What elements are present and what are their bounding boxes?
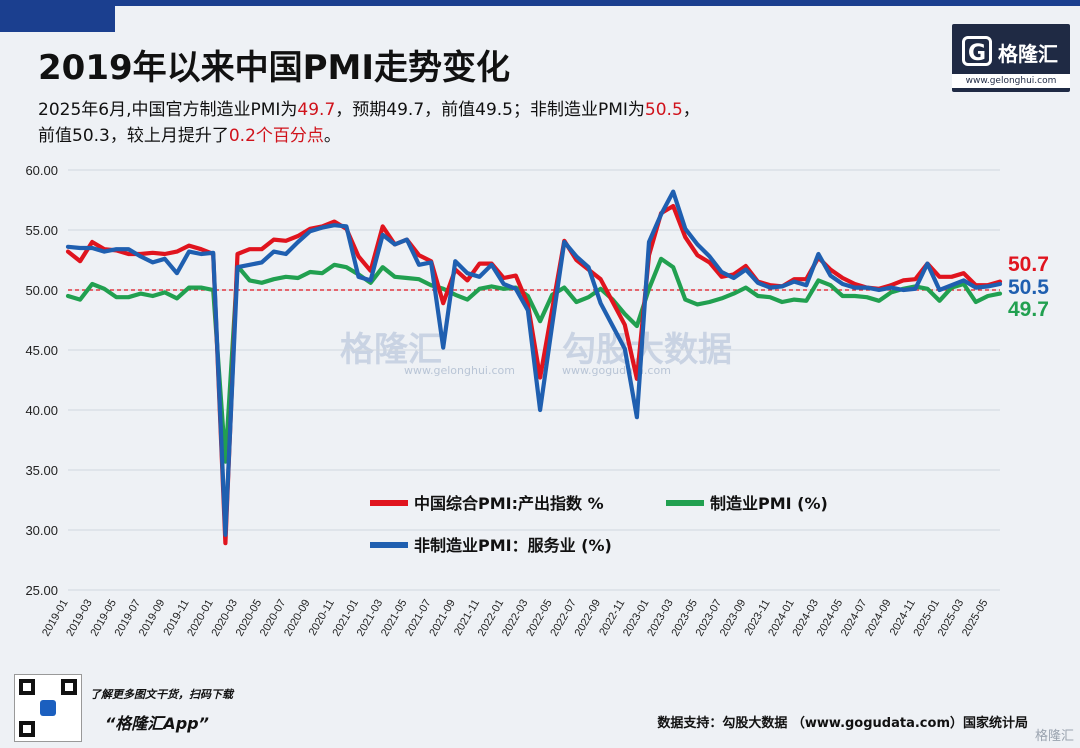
y-tick-label: 25.00 [25,583,58,598]
legend-label-composite: 中国综合PMI:产出指数 % [414,494,604,513]
subtitle-line-1: 2025年6月,中国官方制造业PMI为49.7，预期49.7，前值49.5；非制… [38,97,998,123]
chart-grid [68,169,1000,591]
y-tick-label: 45.00 [25,343,58,358]
logo-g-icon: G [962,36,992,66]
qr-finder-bl [19,721,35,737]
y-tick-label: 50.00 [25,283,58,298]
subtitle: 2025年6月,中国官方制造业PMI为49.7，预期49.7，前值49.5；非制… [38,97,998,149]
top-accent-bar [0,0,1080,32]
y-tick-label: 30.00 [25,523,58,538]
footer-app-name: “格隆汇App” [105,714,209,733]
corner-watermark: 格隆汇 [1034,729,1074,744]
footer-note: 了解更多图文干货，扫码下载 [90,688,233,701]
chart-legend: 中国综合PMI:产出指数 % 制造业PMI (%) 非制造业PMI：服务业 (%) [370,494,828,555]
qr-finder-tl [19,679,35,695]
y-axis: 60.00 55.00 50.00 45.00 40.00 35.00 30.00 25.00 [25,163,58,598]
subtitle-line-2-part: 0.2个百分点 [228,126,324,146]
subtitle-line-1-part: 50.5 [644,100,683,120]
subtitle-line-2-part: 。 [323,126,341,146]
subtitle-line-1-part: ， [682,100,700,120]
chart-lines [65,189,1003,546]
legend-label-nonmanufacturing: 非制造业PMI：服务业 (%) [414,536,612,555]
end-label-composite: 50.7 [1008,253,1049,276]
y-tick-label: 60.00 [25,163,58,178]
page-title: 2019年以来中国PMI走势变化 [38,48,511,88]
y-tick-label: 40.00 [25,403,58,418]
logo-url: www.gelonghui.com [952,74,1070,88]
subtitle-line-1-part: 49.7 [297,100,336,120]
qr-logo-icon [40,700,56,716]
top-accent-line [0,0,1080,6]
subtitle-line-2-part: 前值50.3，较上月提升了 [38,126,229,146]
logo-name: 格隆汇 [998,42,1058,66]
series-line-manufacturing [65,256,1003,464]
subtitle-line-1-part: 2025年6月,中国官方制造业PMI为 [38,100,298,120]
end-value-labels: 50.750.549.7 [1008,253,1049,321]
pmi-line-chart: 60.00 55.00 50.00 45.00 40.00 35.00 30.00 25.00… [25,163,1049,639]
qr-code[interactable] [14,674,82,742]
end-label-manufacturing: 49.7 [1008,298,1049,321]
y-tick-label: 35.00 [25,463,58,478]
subtitle-line-2: 前值50.3，较上月提升了0.2个百分点。 [38,123,998,149]
brand-logo: G 格隆汇 www.gelonghui.com [952,24,1070,92]
qr-finder-tr [61,679,77,695]
end-label-nonmanufacturing: 50.5 [1008,276,1049,299]
top-accent-block [0,0,115,32]
series-line-nonmanufacturing [65,189,1003,537]
legend-label-manufacturing: 制造业PMI (%) [710,494,828,513]
y-tick-label: 55.00 [25,223,58,238]
subtitle-line-1-part: ，预期49.7，前值49.5；非制造业PMI为 [335,100,645,120]
data-source: 数据支持：勾股大数据 （www.gogudata.com）国家统计局 [657,716,1028,731]
x-axis: 2019-012019-032019-052019-072019-092019-… [40,598,990,639]
